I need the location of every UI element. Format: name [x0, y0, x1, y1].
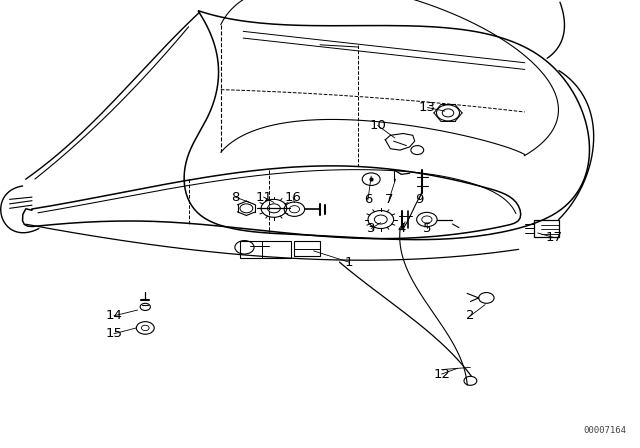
Text: 15: 15 — [106, 327, 122, 340]
Text: 6: 6 — [364, 193, 372, 206]
Text: 17: 17 — [545, 231, 562, 244]
Text: 12: 12 — [433, 367, 450, 381]
Text: 13: 13 — [419, 101, 436, 114]
Bar — [240, 241, 291, 258]
Text: 5: 5 — [423, 222, 432, 235]
Text: 4: 4 — [397, 222, 406, 235]
Text: 2: 2 — [466, 309, 475, 323]
Text: 1: 1 — [344, 255, 353, 269]
Text: 10: 10 — [369, 119, 386, 132]
Bar — [534, 220, 559, 237]
Text: 3: 3 — [367, 222, 376, 235]
Text: 14: 14 — [106, 309, 122, 323]
Text: 9: 9 — [415, 193, 424, 206]
Text: 11: 11 — [255, 190, 272, 204]
Text: 16: 16 — [285, 190, 301, 204]
Bar — [294, 241, 320, 256]
Text: 7: 7 — [385, 193, 394, 206]
Text: 00007164: 00007164 — [583, 426, 626, 435]
Text: 8: 8 — [231, 190, 240, 204]
